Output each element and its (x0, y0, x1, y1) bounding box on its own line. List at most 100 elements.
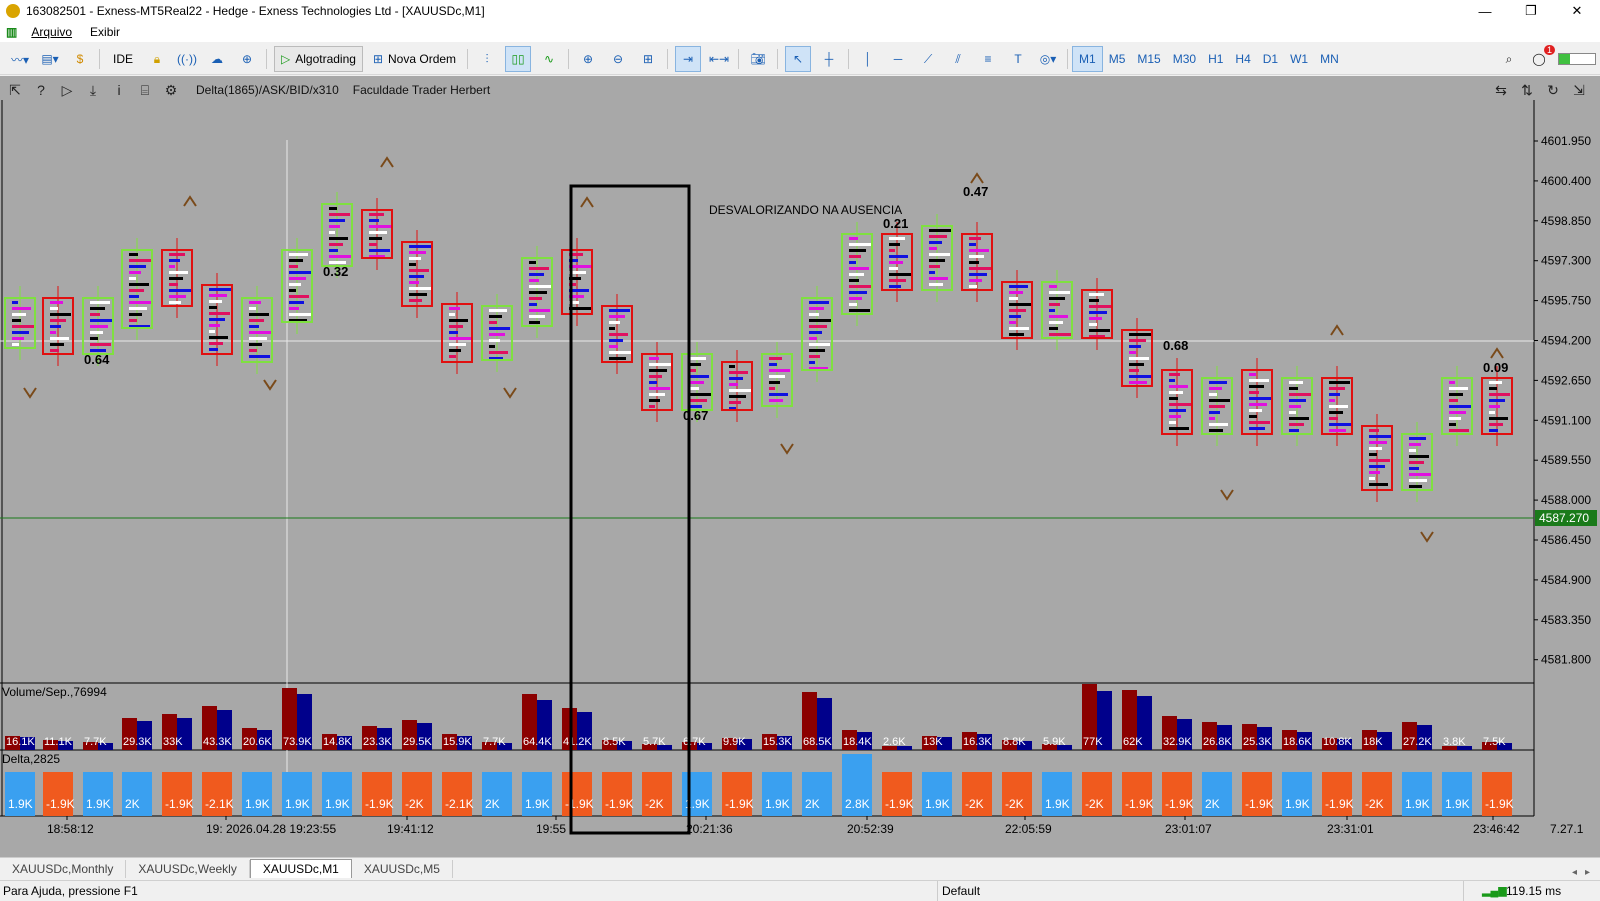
footprint-bar (1489, 417, 1508, 420)
delta-bar (642, 772, 672, 816)
collapse-icon[interactable]: ⇲ (1573, 81, 1585, 98)
tab-monthly[interactable]: XAUUSDc,Monthly (0, 860, 127, 878)
tab-m1[interactable]: XAUUSDc,M1 (249, 859, 352, 878)
minimize-button[interactable]: — (1478, 3, 1492, 19)
chart-templates-icon[interactable]: ▤▾ (41, 52, 59, 66)
chart-icon[interactable]: ⌸ (140, 81, 150, 98)
tf-h1[interactable]: H1 (1208, 52, 1224, 66)
zoom-out-icon[interactable]: ⊖ (613, 52, 624, 66)
footprint-bar (1489, 429, 1498, 432)
signal-icon[interactable]: ((·)) (177, 52, 197, 66)
tab-scroll-left-icon[interactable]: ◂ (1571, 867, 1577, 878)
footprint-bar (889, 243, 900, 246)
tab-m5[interactable]: XAUUSDc,M5 (352, 860, 453, 878)
tf-m30[interactable]: M30 (1172, 52, 1197, 66)
cloud-icon[interactable]: ☁︎ (211, 52, 223, 66)
fibonacci-icon[interactable]: ≡ (984, 52, 992, 66)
swap-icon[interactable]: ⇆ (1495, 81, 1507, 98)
delta-label: -1.9K (1165, 797, 1194, 811)
text-tool-icon[interactable]: T (1014, 52, 1022, 66)
down-arrow-icon (1420, 531, 1434, 543)
footprint-bar (1209, 387, 1222, 390)
delta-bar (1082, 772, 1112, 816)
tile-windows-icon[interactable]: ⊞ (643, 52, 654, 66)
screenshot-icon[interactable]: 📷︎ (750, 52, 766, 66)
delta-bar (442, 772, 472, 816)
horizontal-line-icon[interactable]: ─ (893, 52, 903, 66)
search-icon[interactable]: ⌕ (1505, 51, 1513, 66)
footprint-bar (1329, 405, 1348, 408)
footprint-bar (1089, 305, 1112, 308)
footprint-bar (1169, 403, 1191, 406)
lock-icon[interactable]: 🔒︎ (153, 51, 161, 66)
tf-m5[interactable]: M5 (1108, 52, 1126, 66)
vertical-swap-icon[interactable]: ⇅ (1521, 81, 1533, 98)
download-icon[interactable]: ⤓ (89, 81, 97, 98)
line-type-icon[interactable]: ∿ (544, 52, 555, 66)
tf-w1[interactable]: W1 (1290, 52, 1309, 66)
footprint-bar (209, 318, 225, 321)
market-icon[interactable]: $ (76, 52, 84, 66)
panel-toggle-icon[interactable]: ▥ (6, 25, 18, 39)
volume-sell-bar (5, 736, 20, 750)
footprint-bar (969, 261, 979, 264)
footprint-bar (1049, 291, 1070, 294)
menu-file[interactable]: Arquivo (31, 25, 73, 39)
footprint-bar (50, 307, 58, 310)
status-profile[interactable]: Default (942, 884, 981, 898)
value-label: 0.67 (683, 408, 708, 423)
algotrading-button[interactable]: ▷ Algotrading (274, 46, 363, 72)
indicator-name: Delta(1865)/ASK/BID/x310 (196, 83, 339, 97)
info-icon[interactable]: i (117, 82, 121, 98)
footprint-bar (969, 249, 989, 252)
zoom-in-icon[interactable]: ⊕ (583, 52, 594, 66)
footprint-bar (729, 401, 741, 404)
tab-weekly[interactable]: XAUUSDc,Weekly (126, 860, 250, 878)
settings-icon[interactable]: ⚙︎ (164, 81, 178, 98)
new-order-button[interactable]: ⊞ Nova Ordem (369, 47, 460, 71)
shapes-icon[interactable]: ◎▾ (1039, 52, 1057, 66)
volume-sell-bar (802, 692, 817, 750)
tf-m15[interactable]: M15 (1137, 52, 1161, 66)
ide-button[interactable]: IDE (112, 52, 133, 66)
cursor-icon[interactable]: ↖ (785, 46, 812, 72)
menu-view[interactable]: Exibir (90, 25, 121, 39)
volume-label: 68.5K (803, 736, 832, 748)
line-chart-icon[interactable]: 〰▾ (10, 52, 30, 67)
footprint-bar (50, 319, 66, 322)
window-title: 163082501 - Exness-MT5Real22 - Hedge - E… (26, 4, 485, 18)
volume-sell-bar (402, 720, 417, 750)
auto-scroll-icon[interactable]: ⇥ (675, 46, 702, 72)
tf-h4[interactable]: H4 (1235, 52, 1251, 66)
chart-canvas[interactable] (0, 76, 1600, 857)
notifications-icon[interactable]: ◯ 1 (1527, 45, 1555, 71)
refresh-icon[interactable]: ↻ (1547, 81, 1559, 98)
bar-chart-icon[interactable]: ⫶ (485, 51, 489, 66)
restore-button[interactable]: ❐ (1525, 3, 1537, 18)
footprint-bar (129, 259, 151, 262)
volume-label: 8.8K (1003, 736, 1026, 748)
play-icon[interactable]: ▷ (61, 81, 73, 98)
vertical-line-icon[interactable]: │ (864, 52, 872, 66)
candlestick-icon[interactable]: ▯▯ (505, 46, 532, 72)
price-level-label: 4591.100 (1541, 413, 1591, 427)
crosshair-icon[interactable]: ┼ (824, 52, 834, 66)
footprint-bar (889, 285, 901, 288)
help-icon[interactable]: ? (37, 82, 45, 98)
tf-m1[interactable]: M1 (1072, 46, 1103, 72)
candle-box (921, 225, 953, 291)
footprint-bar (369, 225, 392, 228)
footprint-bar (729, 383, 738, 386)
trendline-icon[interactable]: ⟋ (923, 51, 933, 66)
tab-scroll-right-icon[interactable]: ▸ (1584, 867, 1590, 878)
navigate-icon[interactable]: ⇱ (9, 81, 21, 98)
tf-mn[interactable]: MN (1320, 52, 1339, 66)
volume-sell-bar (322, 734, 337, 750)
close-button[interactable]: ✕ (1571, 3, 1583, 18)
orderflow-chart[interactable]: 4601.950 4600.400 4598.850 4597.300 4595.750… (0, 100, 1600, 860)
channel-icon[interactable]: ⫽ (955, 51, 961, 66)
tf-d1[interactable]: D1 (1262, 52, 1279, 66)
chart-shift-icon[interactable]: ⇤⇥ (708, 52, 730, 66)
footprint-bar (1209, 417, 1215, 420)
vps-icon[interactable]: ⊕ (241, 52, 253, 66)
